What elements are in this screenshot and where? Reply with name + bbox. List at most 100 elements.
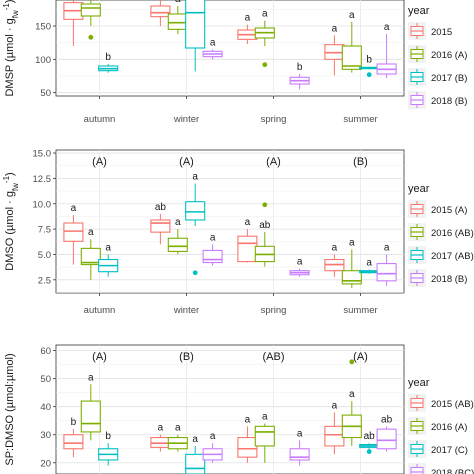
box-body — [376, 428, 397, 450]
box-2015-winter: a — [150, 423, 171, 452]
x-tick-label: summer — [343, 305, 377, 316]
legend-key — [408, 223, 426, 241]
significance-letter: a — [210, 431, 216, 442]
y-axis-label: DMSO (µmol · gfw-1) — [2, 172, 20, 270]
y-tick-label: 12.5 — [33, 174, 52, 185]
significance-letter: a — [332, 242, 338, 253]
box-body — [237, 235, 258, 263]
legend-title: year — [408, 5, 430, 17]
y-tick-label: 15.0 — [33, 149, 52, 160]
legend-label: 2016 (A) — [431, 50, 467, 61]
significance-letter: a — [158, 423, 164, 434]
box-body — [167, 237, 188, 252]
significance-letter: a — [384, 242, 390, 253]
legend-key — [408, 269, 426, 287]
significance-letter: ab — [381, 414, 393, 425]
box-body — [150, 219, 171, 233]
significance-letter: a — [175, 217, 181, 228]
legend-key — [408, 394, 426, 412]
legend-title: year — [408, 377, 430, 389]
significance-letter: a — [245, 13, 251, 24]
y-tick-label: 5.0 — [38, 250, 51, 261]
legend-key — [408, 45, 426, 63]
box-body — [80, 247, 101, 266]
legend-key — [408, 463, 426, 474]
box-2017-autumn: b — [98, 431, 119, 466]
box-body — [376, 263, 397, 282]
significance-letter: a — [175, 423, 181, 434]
group-letter: (AB) — [263, 351, 285, 363]
significance-letter: a — [297, 257, 303, 268]
box-2018-spring: a — [289, 257, 310, 277]
significance-letter: a — [210, 232, 216, 243]
significance-letter: a — [262, 412, 268, 423]
outlier-point — [88, 34, 94, 40]
box-body — [289, 448, 310, 461]
box-2016-spring: ab — [254, 202, 275, 267]
significance-letter: a — [297, 428, 303, 439]
x-tick-label: winter — [173, 114, 199, 125]
significance-letter: a — [210, 37, 216, 48]
legend-key — [408, 91, 426, 109]
significance-letter: b — [105, 52, 111, 63]
box-2018-summer: ab — [376, 414, 397, 452]
panel-1: 50 100 150 DMSP (µmol · gfw-1) autumn winter s… — [2, 0, 467, 125]
box-2016-summer: a — [341, 10, 362, 73]
group-letter: (A) — [266, 156, 281, 168]
legend-label: 2018 (BC) — [431, 468, 474, 474]
legend-label: 2018 (B) — [431, 274, 467, 285]
significance-letter: a — [366, 258, 372, 269]
significance-letter: a — [349, 389, 355, 400]
significance-letter: a — [175, 0, 181, 5]
legend-label: 2017 (AB) — [431, 251, 474, 262]
legend-label: 2017 (B) — [431, 73, 467, 84]
significance-letter: a — [105, 242, 111, 253]
x-tick-label: spring — [261, 305, 287, 316]
significance-letter: a — [88, 372, 94, 383]
significance-letter: b — [297, 62, 303, 73]
panel-2: 2.5 5.0 7.5 10.0 12.5 15.0 DMSO (µmol · gfw-1)… — [2, 149, 474, 316]
significance-letter: a — [192, 434, 198, 445]
significance-letter: a — [88, 227, 94, 238]
box-2016-spring: a — [254, 9, 275, 68]
group-letter: (A) — [92, 156, 107, 168]
significance-letter: a — [245, 217, 251, 228]
y-tick-label: 150 — [35, 22, 51, 33]
legend-key — [408, 246, 426, 264]
significance-letter: a — [71, 203, 77, 214]
significance-letter: ab — [364, 431, 376, 442]
legend-title: year — [408, 183, 430, 195]
box-2016-winter: a — [167, 217, 188, 255]
legend-key — [408, 68, 426, 86]
legend-label: 2016 (AB) — [431, 228, 474, 239]
box-2018-spring: a — [289, 428, 310, 466]
y-tick-label: 20 — [40, 458, 51, 469]
significance-letter: a — [384, 22, 390, 33]
box-body — [80, 3, 101, 17]
group-letter: (B) — [179, 351, 194, 363]
box-2015-autumn: b — [63, 417, 84, 458]
outlier-point — [262, 202, 268, 208]
box-2015-summer: a — [324, 23, 345, 76]
significance-letter: a — [349, 237, 355, 248]
box-2018-winter: a — [202, 232, 223, 266]
legend-label: 2017 (C) — [431, 445, 468, 456]
box-body — [341, 45, 362, 70]
box-body — [150, 5, 171, 18]
legend-key — [408, 22, 426, 40]
box-2016-summer: a — [341, 237, 362, 288]
legend-label: 2015 — [431, 27, 452, 38]
significance-letter: b — [71, 417, 77, 428]
outlier-point — [262, 62, 268, 68]
significance-letter: a — [349, 10, 355, 21]
y-tick-label: 2.5 — [38, 275, 51, 286]
box-2016-winter: a — [167, 423, 188, 452]
outlier-point — [349, 359, 355, 365]
box-2016-autumn: a — [80, 227, 101, 280]
box-2017-winter: a — [185, 0, 206, 72]
box-2016-autumn: a — [80, 0, 101, 40]
y-tick-label: 100 — [35, 55, 51, 66]
box-2017-autumn: b — [98, 52, 119, 73]
